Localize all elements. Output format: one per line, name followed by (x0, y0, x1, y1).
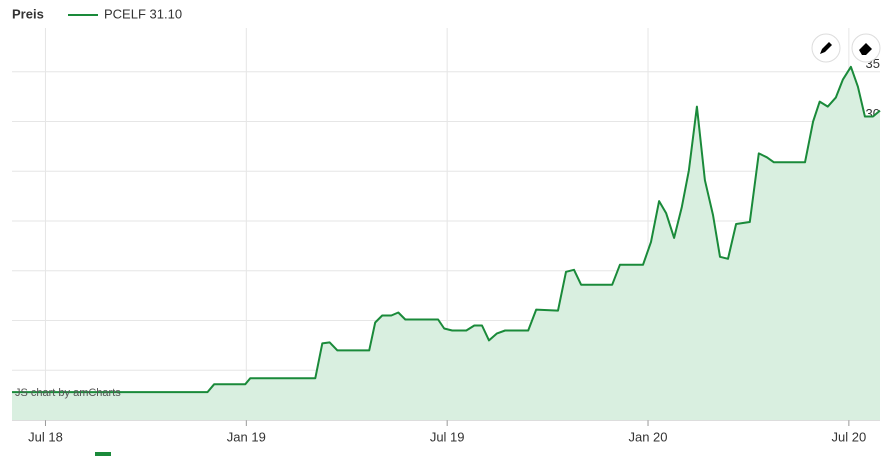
x-tick-label: Jan 20 (628, 429, 667, 444)
tool-buttons (811, 33, 881, 63)
credit: JS chart by amCharts (15, 387, 121, 399)
header: Preis (12, 6, 44, 21)
x-tick-label: Jul 19 (430, 429, 465, 444)
x-tick-label: Jan 19 (227, 429, 266, 444)
area (12, 66, 880, 421)
x-tick-label: Jul 18 (28, 429, 63, 444)
x-tick-label: Jul 20 (832, 429, 867, 444)
eraser-icon (859, 43, 872, 55)
scrollbar-grip[interactable] (95, 452, 111, 456)
legend-label: PCELF 31.10 (104, 6, 182, 21)
line (12, 65, 881, 394)
pencil-icon (820, 42, 832, 54)
